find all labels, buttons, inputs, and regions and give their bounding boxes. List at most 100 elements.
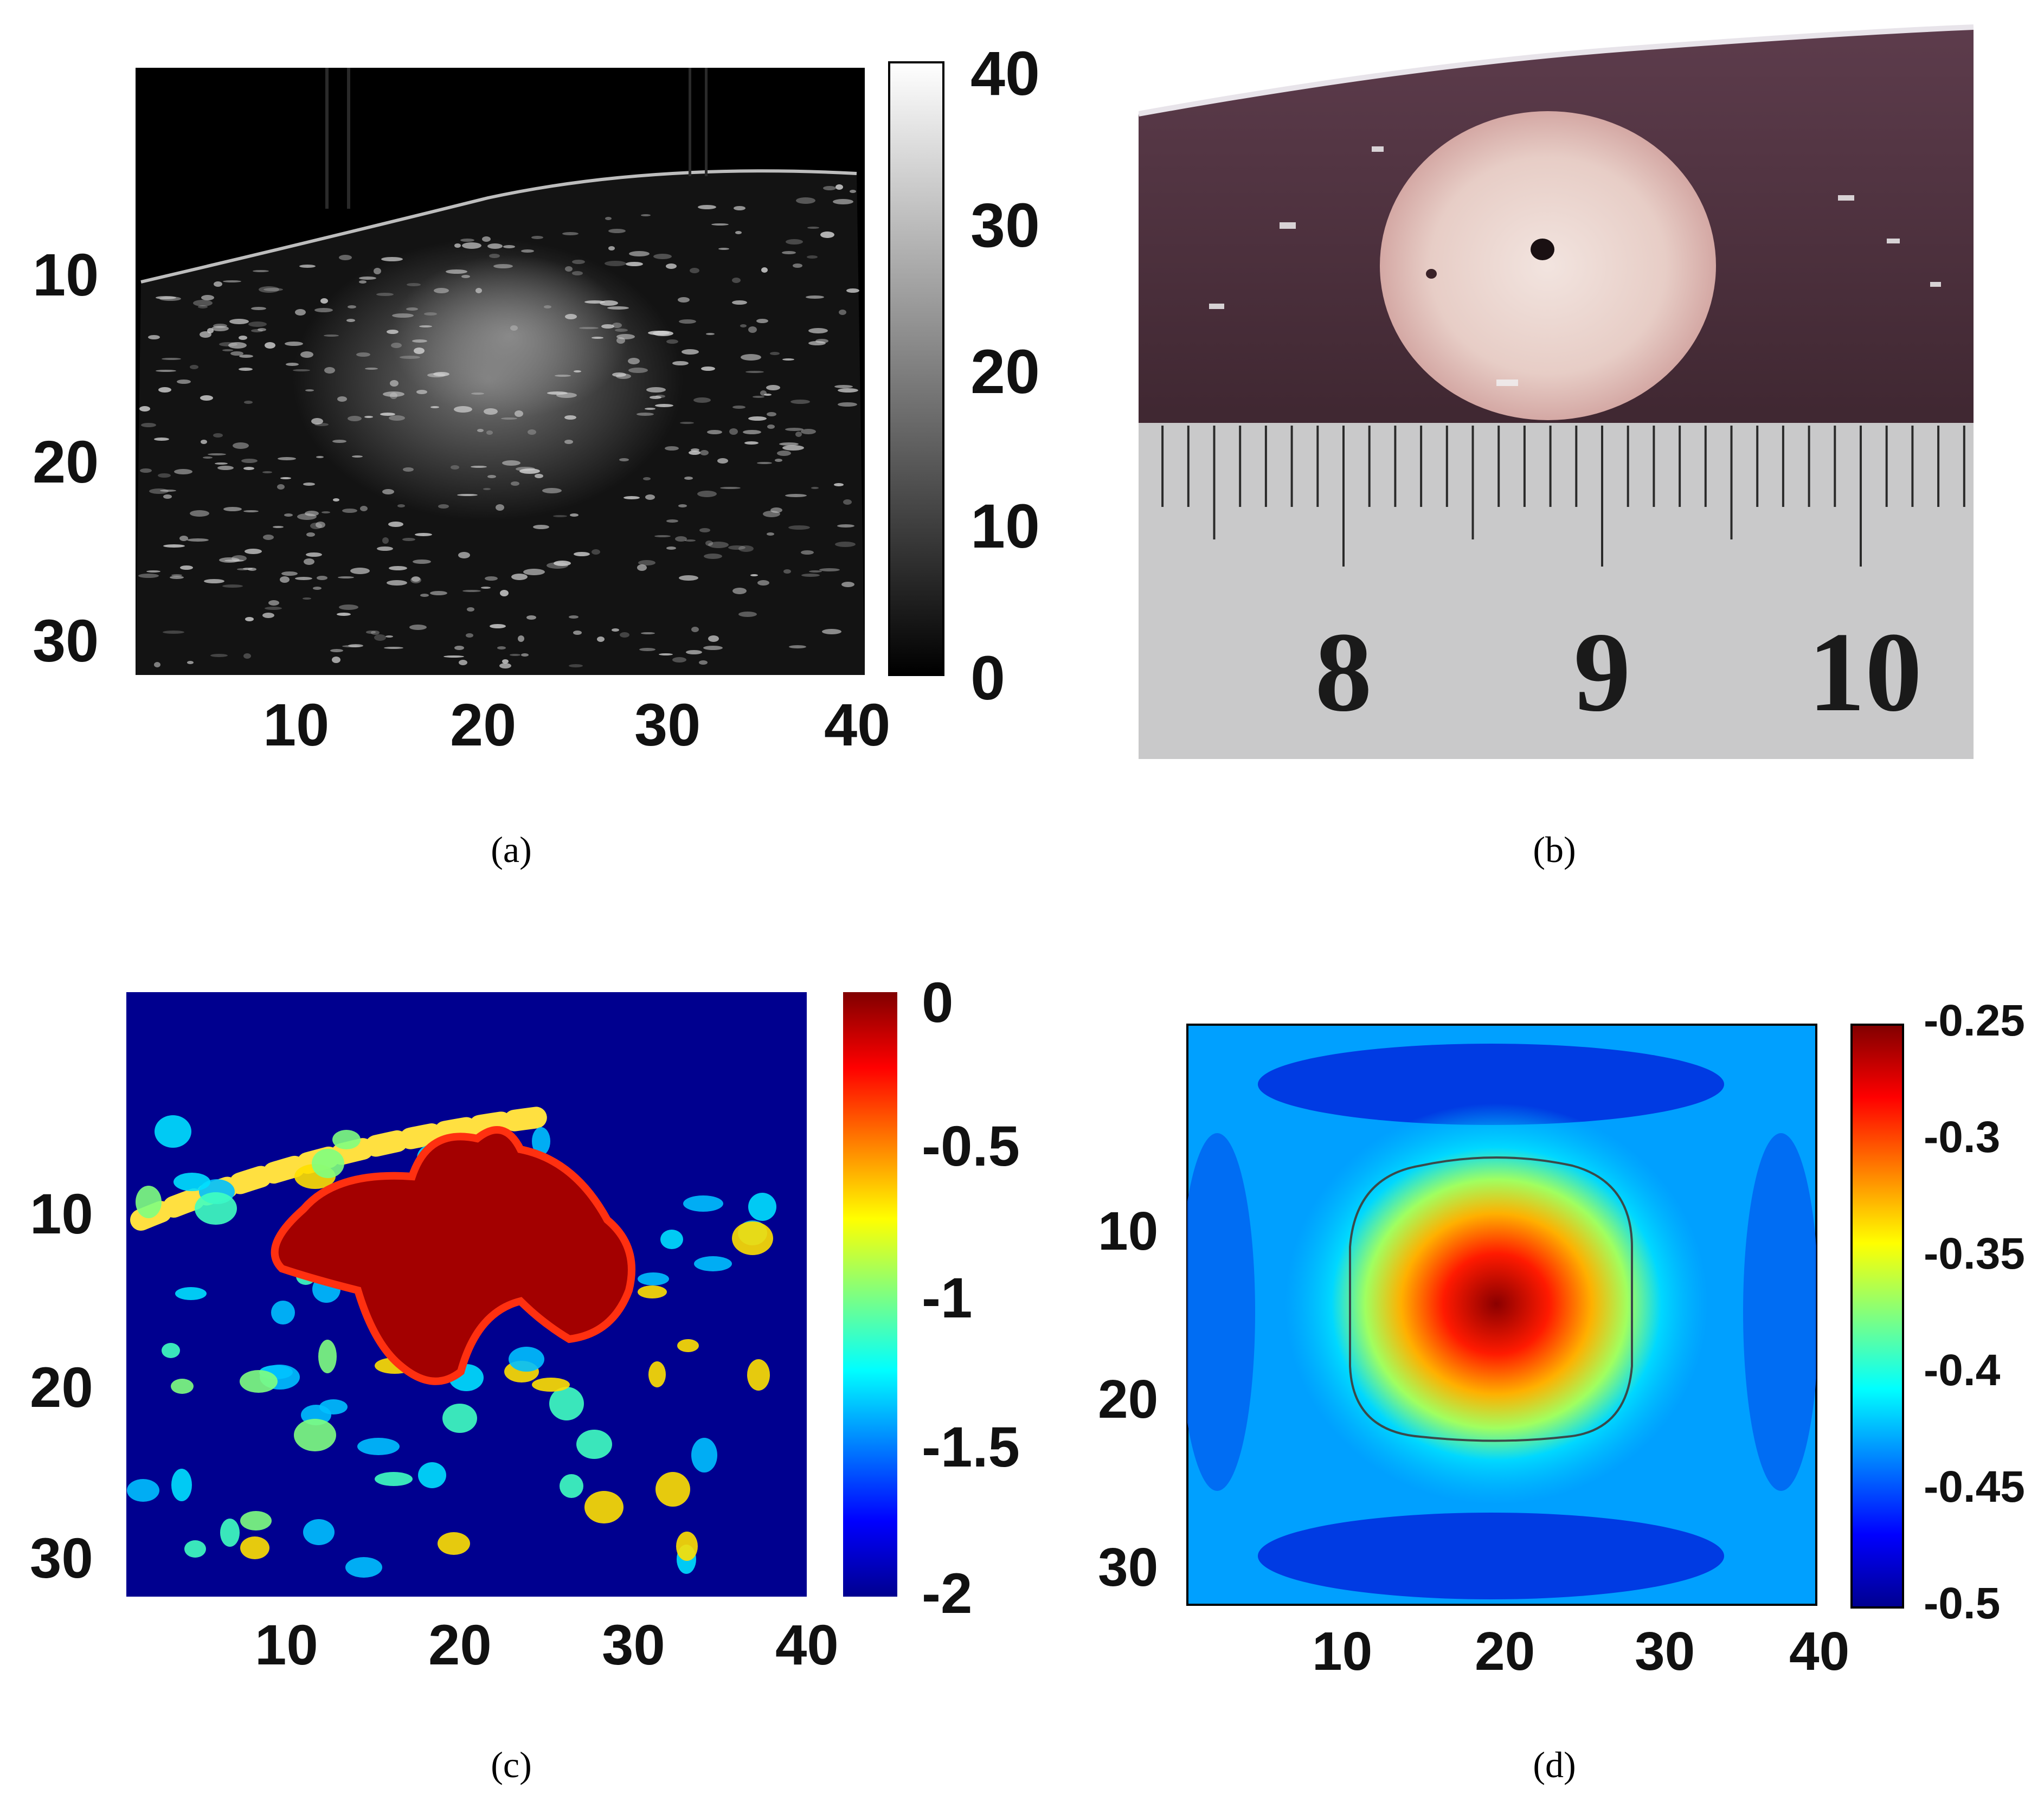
speckle	[542, 488, 562, 493]
speckle	[332, 657, 340, 663]
ablation-lesion	[1380, 111, 1716, 420]
speckle	[389, 566, 407, 570]
speckle	[482, 236, 491, 242]
speckle	[348, 416, 362, 421]
speckle	[413, 560, 431, 564]
speckle	[741, 354, 761, 361]
speckle	[337, 613, 351, 616]
speckle	[655, 404, 673, 407]
speckle	[753, 396, 764, 398]
speckle	[795, 432, 802, 437]
speckle	[148, 335, 160, 339]
speckle	[213, 324, 227, 328]
speckle	[626, 262, 643, 266]
speckle	[159, 297, 181, 301]
speckle	[697, 491, 717, 497]
speckle	[704, 554, 722, 559]
speckle	[268, 600, 279, 606]
panel-a-colorbar-ticks: 0 10 20 30 40	[970, 39, 1040, 713]
panel-c-ytick-10: 10	[30, 1182, 93, 1246]
speckle	[263, 535, 274, 540]
speckle	[748, 326, 757, 333]
speckle	[400, 356, 420, 359]
speckle	[653, 254, 672, 259]
speckle	[158, 387, 171, 393]
speckle	[305, 389, 314, 391]
panel-d-colorbar-ticks: -0.25 -0.3 -0.35 -0.4 -0.45 -0.5	[1924, 996, 2025, 1628]
speckle	[680, 422, 694, 424]
panel-a-caption: (a)	[491, 829, 531, 870]
speckle	[374, 268, 381, 274]
speckle	[579, 327, 599, 329]
speckle	[460, 239, 474, 242]
speckle	[359, 280, 367, 284]
intensity-blob	[418, 1462, 446, 1488]
speckle	[213, 433, 223, 438]
intensity-blob	[532, 1378, 570, 1392]
speckle	[706, 333, 715, 335]
speckle	[217, 466, 234, 470]
speckle	[515, 410, 523, 417]
panel-a-cbar-tick-40: 40	[970, 39, 1040, 108]
speckle	[678, 504, 687, 507]
speckle	[471, 393, 484, 395]
speckle	[230, 351, 243, 356]
speckle	[156, 370, 176, 372]
speckle	[807, 255, 818, 259]
speckle	[770, 352, 780, 355]
speckle	[809, 570, 822, 573]
speckle	[397, 504, 405, 507]
speckle	[500, 590, 509, 596]
speckle	[409, 625, 427, 630]
speckle	[284, 513, 293, 517]
speckle	[711, 223, 729, 226]
speckle	[544, 305, 551, 308]
panel-d-caption: (d)	[1533, 1744, 1576, 1785]
speckle	[701, 366, 715, 371]
speckle	[263, 288, 283, 291]
panel-c-hotspot	[271, 1126, 635, 1385]
speckle	[330, 649, 343, 652]
speckle	[748, 416, 767, 421]
panel-a-ytick-30: 30	[33, 608, 99, 674]
panel-c-xtick-20: 20	[428, 1613, 492, 1677]
speckle	[672, 361, 689, 365]
intensity-blob	[560, 1474, 583, 1498]
speckle	[219, 342, 237, 346]
speckle	[511, 574, 528, 580]
speckle	[138, 574, 159, 578]
needle-hole	[1531, 239, 1554, 260]
speckle	[337, 396, 347, 402]
speckle	[750, 574, 758, 576]
speckle	[510, 654, 520, 656]
speckle	[732, 278, 741, 283]
intensity-blob	[319, 1399, 348, 1414]
speckle	[462, 590, 481, 592]
speckle	[521, 249, 534, 253]
speckle	[487, 243, 503, 249]
speckle	[764, 394, 772, 396]
speckle	[684, 477, 693, 480]
speckle	[446, 269, 467, 274]
speckle	[760, 390, 767, 396]
speckle	[223, 280, 241, 282]
speckle	[628, 358, 640, 364]
speckle	[139, 406, 150, 411]
speckle	[837, 524, 854, 528]
intensity-blob	[127, 1479, 159, 1502]
intensity-blob	[271, 1301, 295, 1324]
speckle	[686, 650, 702, 654]
speckle	[690, 268, 699, 273]
speckle	[466, 633, 473, 638]
speckle	[679, 319, 696, 324]
speckle	[615, 329, 628, 332]
speckle	[265, 607, 282, 610]
speckle	[597, 636, 605, 642]
speckle	[666, 546, 676, 550]
speckle	[332, 440, 346, 443]
speckle	[490, 624, 506, 628]
speckle	[219, 557, 240, 563]
speckle	[808, 341, 826, 345]
panel-a-image	[136, 68, 865, 675]
intensity-blob	[220, 1519, 240, 1547]
